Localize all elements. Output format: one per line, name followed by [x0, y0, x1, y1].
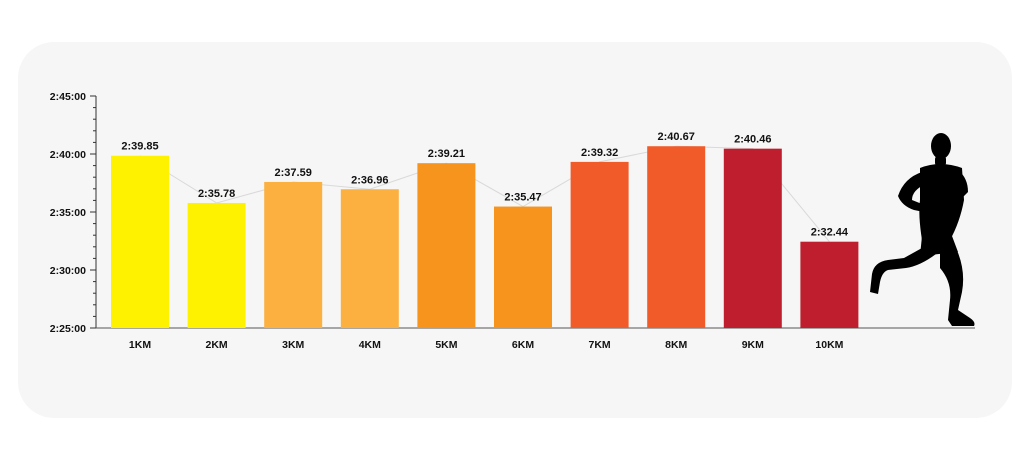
data-label: 2:35.78: [198, 188, 235, 200]
category-labels: 1KM 2KM 3KM 4KM 5KM 6KM 7KM 8KM 9KM 10KM: [129, 339, 844, 351]
y-tick-label: 2:30:00: [50, 265, 86, 277]
bar-10km: [800, 241, 859, 328]
bar-6km: [494, 206, 552, 328]
bar-9km: [723, 148, 782, 328]
runner-silhouette-icon: [870, 133, 975, 326]
bar-7km: [570, 161, 629, 328]
y-tick-label: 2:45:00: [50, 91, 86, 103]
y-tick-label: 2:35:00: [50, 207, 86, 219]
category-label: 7KM: [589, 339, 611, 351]
bar-4km: [340, 189, 399, 328]
bar-5km: [417, 163, 476, 328]
category-label: 10KM: [815, 339, 843, 351]
y-tick-label: 2:40:00: [50, 149, 86, 161]
category-label: 3KM: [282, 339, 304, 351]
bars: [111, 146, 859, 328]
bar-2km: [187, 202, 246, 328]
category-label: 4KM: [359, 339, 381, 351]
data-labels: 2:39.85 2:35.78 2:37.59 2:36.96 2:39.21 2:35.…: [121, 131, 849, 238]
category-label: 6KM: [512, 339, 534, 351]
data-label: 2:40.46: [734, 134, 771, 146]
data-label: 2:39.21: [428, 148, 465, 160]
category-label: 2KM: [206, 339, 228, 351]
data-label: 2:37.59: [275, 167, 312, 179]
data-label: 2:35.47: [504, 192, 541, 204]
bar-8km: [647, 146, 706, 328]
bar-1km: [111, 155, 169, 328]
category-label: 5KM: [435, 339, 457, 351]
connector-lines: [139, 145, 830, 243]
data-label: 2:32.44: [811, 227, 849, 239]
data-label: 2:39.85: [121, 141, 158, 153]
bar-3km: [264, 181, 323, 328]
data-label: 2:39.32: [581, 147, 618, 159]
category-label: 8KM: [665, 339, 687, 351]
data-label: 2:40.67: [658, 131, 695, 143]
data-label: 2:36.96: [351, 174, 388, 186]
category-label: 1KM: [129, 339, 151, 351]
category-label: 9KM: [742, 339, 764, 351]
connector-line: [139, 145, 830, 243]
y-tick-label: 2:25:00: [50, 323, 86, 335]
